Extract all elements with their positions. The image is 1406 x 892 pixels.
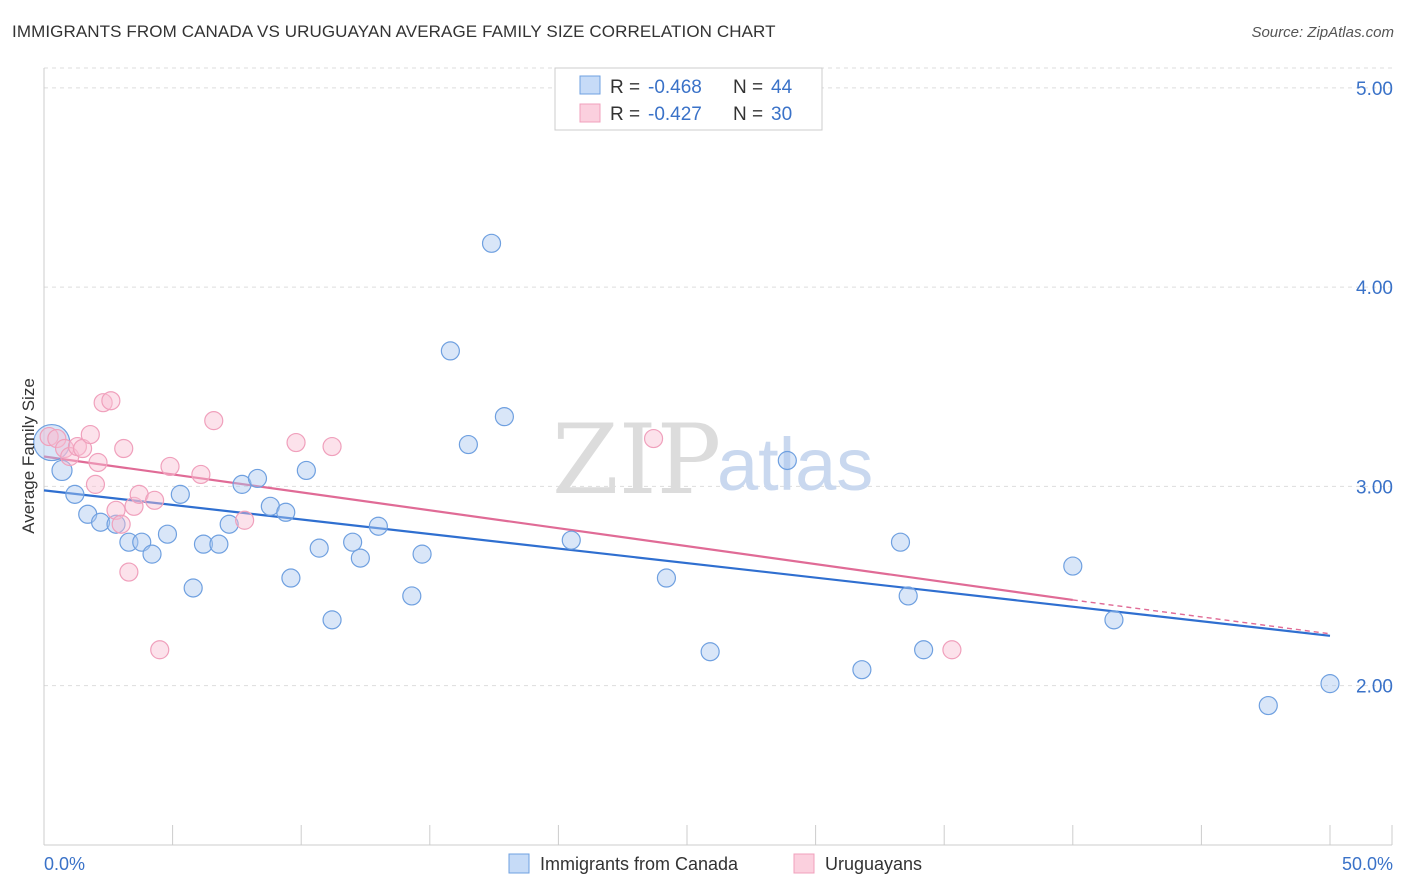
legend-n-label-2: N =: [733, 104, 763, 125]
point-canada: [700, 642, 720, 662]
point-canada: [890, 532, 911, 552]
trend-line-dashed-1: [1072, 599, 1331, 635]
point-canada: [458, 434, 478, 455]
point-canada: [157, 524, 178, 544]
point-canada: [247, 468, 268, 489]
gridlines: [44, 67, 1392, 687]
point-canada: [1063, 556, 1083, 576]
y-tick-label: 4.00: [1356, 278, 1393, 299]
y-tick-label: 3.00: [1356, 477, 1393, 498]
point-canada: [368, 516, 388, 536]
x-tick-labels: 0.0% 50.0%: [44, 854, 1393, 874]
point-uruguayans: [47, 428, 67, 449]
point-uruguayans: [643, 428, 664, 449]
point-canada: [494, 407, 514, 427]
point-canada: [777, 450, 797, 471]
point-uruguayans: [119, 562, 139, 582]
point-canada: [170, 484, 190, 504]
point-uruguayans: [322, 436, 342, 457]
point-canada: [656, 568, 677, 588]
point-canada: [914, 640, 934, 660]
legend-n-label-1: N =: [733, 77, 763, 98]
point-canada: [209, 534, 229, 554]
trend-line-1: [43, 455, 1073, 602]
legend-r-label-2: R =: [610, 104, 640, 125]
data-points: [33, 233, 1340, 716]
y-axis-label: Average Family Size: [19, 378, 38, 534]
chart-title: IMMIGRANTS FROM CANADA VS URUGUAYAN AVER…: [12, 22, 776, 41]
y-tick-label: 5.00: [1356, 79, 1393, 100]
point-uruguayans: [93, 393, 113, 413]
point-canada: [281, 568, 301, 588]
point-uruguayans: [286, 432, 306, 453]
point-canada: [322, 610, 342, 630]
point-canada: [142, 544, 162, 564]
legend-swatch-pink: [579, 103, 601, 123]
point-canada: [350, 548, 370, 568]
correlation-legend: R = -0.468 N = 44 R = -0.427 N = 30: [554, 67, 823, 131]
legend-n-value-2: 30: [771, 104, 792, 125]
point-canada: [1320, 674, 1340, 694]
watermark-zip: ZIP: [552, 404, 721, 516]
point-canada: [65, 484, 85, 504]
series-legend-swatch-uruguayans: [793, 853, 815, 874]
legend-swatch-blue: [579, 75, 601, 95]
point-canada: [309, 538, 329, 558]
point-canada: [219, 514, 239, 534]
point-canada: [193, 534, 214, 554]
point-canada: [1104, 610, 1124, 630]
x-axis-ticks: [172, 825, 1393, 845]
point-uruguayans: [111, 514, 131, 534]
point-uruguayans: [191, 464, 211, 485]
y-tick-label: 2.00: [1356, 677, 1393, 698]
point-uruguayans: [160, 456, 180, 477]
y-tick-labels: 2.00 3.00 4.00 5.00: [1356, 79, 1393, 698]
point-canada: [412, 544, 432, 564]
series-legend-swatch-canada: [508, 853, 530, 874]
legend-r-value-1: -0.468: [648, 77, 702, 98]
point-canada: [440, 341, 460, 361]
series-legend-label-canada: Immigrants from Canada: [540, 854, 739, 874]
point-uruguayans: [114, 438, 134, 459]
point-uruguayans: [39, 426, 59, 447]
point-uruguayans: [235, 510, 255, 530]
series-legend-label-uruguayans: Uruguayans: [825, 854, 922, 874]
point-canada: [183, 578, 203, 598]
series-legend: Immigrants from Canada Uruguayans: [508, 853, 922, 874]
x-tick-label-max: 50.0%: [1342, 854, 1393, 874]
point-uruguayans: [101, 391, 121, 411]
legend-n-value-1: 44: [771, 77, 793, 98]
point-uruguayans: [80, 424, 100, 445]
point-canada: [296, 460, 316, 481]
point-canada: [343, 532, 363, 552]
point-canada: [1258, 695, 1278, 716]
x-tick-label-min: 0.0%: [44, 854, 85, 874]
legend-r-label-1: R =: [610, 77, 640, 98]
point-uruguayans: [150, 640, 170, 660]
source-credit: Source: ZipAtlas.com: [1251, 24, 1394, 41]
point-canada: [276, 502, 296, 522]
point-canada: [106, 514, 126, 534]
point-canada: [898, 586, 918, 606]
point-canada: [90, 512, 111, 532]
point-uruguayans: [942, 640, 962, 660]
point-uruguayans: [88, 452, 108, 473]
watermark: ZIP atlas: [552, 404, 873, 516]
point-canada: [481, 233, 502, 253]
point-canada: [561, 530, 581, 550]
point-uruguayans: [85, 474, 106, 494]
point-canada: [402, 586, 422, 606]
point-canada: [852, 660, 872, 680]
point-uruguayans: [144, 490, 165, 510]
legend-r-value-2: -0.427: [648, 104, 702, 125]
point-uruguayans: [124, 496, 144, 516]
point-uruguayans: [204, 411, 224, 431]
